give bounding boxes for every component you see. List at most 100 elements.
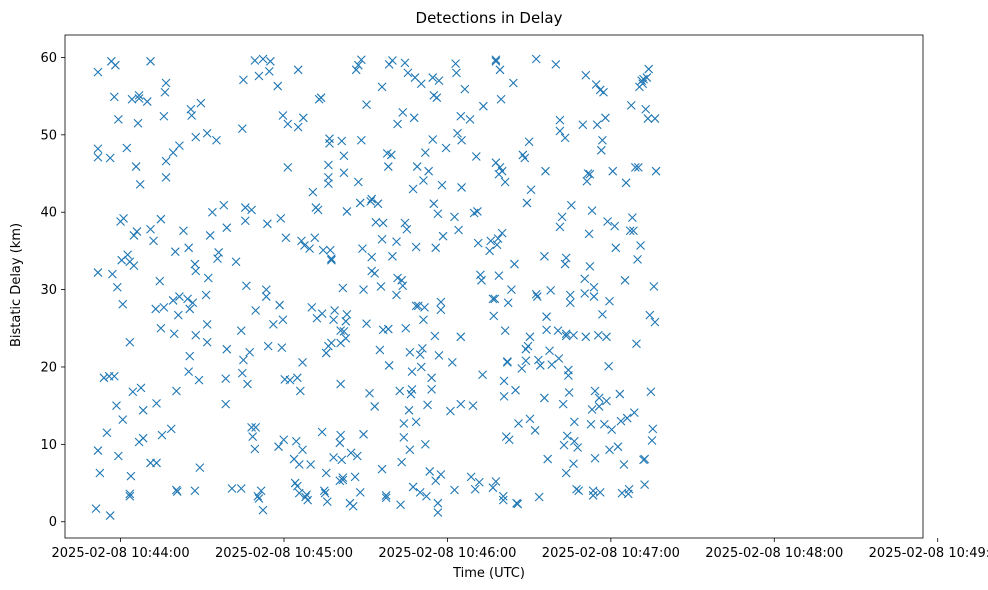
data-point (321, 468, 331, 478)
data-point (306, 460, 316, 469)
data-point (559, 440, 569, 450)
data-point (135, 179, 145, 189)
data-point (465, 114, 475, 124)
data-point (428, 135, 438, 144)
data-point (521, 356, 531, 366)
data-point (400, 58, 410, 68)
data-point (93, 67, 103, 77)
data-point (351, 65, 361, 75)
data-point (598, 135, 607, 145)
y-tick-label: 10 (40, 438, 57, 453)
data-point (588, 491, 598, 500)
data-point (415, 487, 425, 497)
data-point (563, 365, 573, 375)
data-point (341, 333, 351, 343)
data-point (402, 224, 412, 234)
data-point (503, 298, 513, 308)
data-point (405, 347, 415, 357)
data-point (500, 177, 510, 187)
data-point (367, 252, 377, 262)
data-point (133, 118, 143, 128)
y-tick-label: 40 (40, 206, 57, 221)
data-point (456, 332, 466, 342)
data-point (356, 55, 366, 65)
data-point (498, 495, 508, 505)
data-point (243, 379, 252, 389)
data-point (636, 241, 645, 250)
data-point (256, 486, 266, 496)
data-point (254, 71, 264, 81)
data-point (151, 304, 161, 314)
data-point (295, 386, 305, 396)
data-point (297, 236, 306, 246)
x-tick-label: 2025-02-08 10:44:00 (52, 546, 190, 561)
data-point (119, 214, 128, 223)
data-point (412, 162, 422, 171)
data-point (281, 233, 291, 243)
data-point (542, 325, 551, 335)
data-point (594, 393, 604, 403)
data-point (608, 166, 618, 176)
data-point (420, 148, 430, 158)
data-point (187, 111, 197, 120)
data-point (430, 331, 440, 341)
data-point (122, 143, 132, 153)
data-point (381, 493, 391, 503)
data-point (648, 424, 658, 434)
data-point (531, 289, 541, 299)
data-point (338, 473, 348, 483)
data-point (397, 275, 407, 285)
data-point (419, 176, 428, 185)
data-point (486, 236, 496, 246)
data-point (400, 218, 410, 228)
data-point (317, 309, 327, 318)
data-point (500, 326, 510, 335)
data-point (322, 497, 332, 507)
data-point (146, 56, 155, 66)
data-point (569, 417, 579, 427)
data-point (245, 347, 255, 357)
data-point (127, 94, 137, 104)
data-point (327, 254, 336, 264)
data-point (341, 316, 351, 326)
data-point (157, 430, 167, 440)
data-point (313, 205, 323, 215)
data-point (565, 298, 575, 308)
data-point (456, 399, 466, 409)
data-point (545, 346, 554, 356)
data-point (188, 298, 198, 308)
data-point (504, 435, 514, 445)
data-point (308, 187, 318, 197)
data-point (580, 289, 590, 298)
data-point (471, 152, 481, 161)
data-point (436, 297, 446, 307)
data-point (587, 405, 597, 414)
data-point (113, 114, 123, 124)
data-point (451, 59, 460, 69)
data-point (205, 231, 215, 240)
data-point (569, 436, 579, 446)
data-point (619, 460, 629, 469)
data-point (580, 274, 590, 284)
data-point (221, 374, 231, 383)
data-point (373, 199, 383, 209)
data-point (358, 244, 367, 253)
data-point (191, 330, 201, 340)
data-point (327, 338, 336, 348)
data-point (403, 68, 413, 78)
data-point (109, 92, 119, 102)
data-point (300, 241, 309, 250)
data-point (565, 290, 575, 300)
data-point (561, 253, 571, 263)
data-point (590, 453, 600, 463)
data-point (427, 385, 437, 394)
data-point (292, 481, 302, 491)
data-point (172, 487, 182, 496)
data-point (490, 294, 500, 304)
data-point (236, 326, 246, 335)
data-point (318, 245, 328, 255)
data-point (250, 444, 260, 454)
data-point (329, 315, 338, 325)
data-point (109, 371, 119, 381)
data-point (298, 445, 307, 455)
